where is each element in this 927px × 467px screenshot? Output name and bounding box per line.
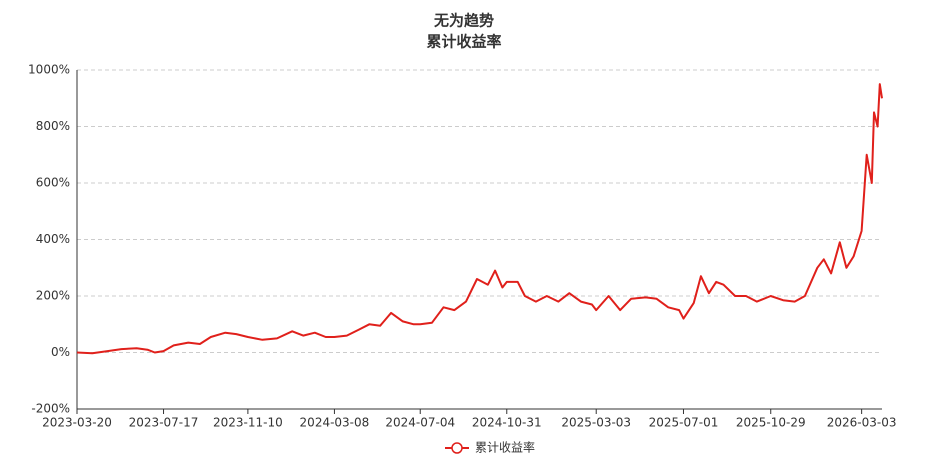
x-tick-label: 2024-07-04 bbox=[385, 416, 455, 430]
y-tick-label: -200% bbox=[31, 402, 70, 416]
legend-label: 累计收益率 bbox=[475, 440, 535, 455]
x-tick-label: 2025-10-29 bbox=[736, 416, 806, 430]
chart-title: 无为趋势 bbox=[433, 12, 494, 30]
legend-marker bbox=[451, 442, 463, 454]
x-tick-label: 2025-07-01 bbox=[649, 416, 719, 430]
y-tick-label: 600% bbox=[36, 176, 70, 190]
x-tick-label: 2024-03-08 bbox=[300, 416, 370, 430]
y-tick-label: 200% bbox=[36, 289, 70, 303]
x-tick-label: 2026-03-03 bbox=[827, 416, 897, 430]
y-tick-label: 800% bbox=[36, 119, 70, 133]
series-line bbox=[76, 83, 883, 355]
chart-subtitle: 累计收益率 bbox=[426, 33, 501, 51]
x-tick-label: 2025-03-03 bbox=[561, 416, 631, 430]
y-tick-label: 1000% bbox=[28, 63, 70, 77]
x-tick-label: 2024-10-31 bbox=[472, 416, 542, 430]
y-tick-label: 400% bbox=[36, 232, 70, 246]
x-tick-label: 2023-03-20 bbox=[42, 416, 112, 430]
x-tick-label: 2023-07-17 bbox=[129, 416, 199, 430]
x-tick-label: 2023-11-10 bbox=[213, 416, 283, 430]
y-tick-label: 0% bbox=[51, 345, 70, 359]
